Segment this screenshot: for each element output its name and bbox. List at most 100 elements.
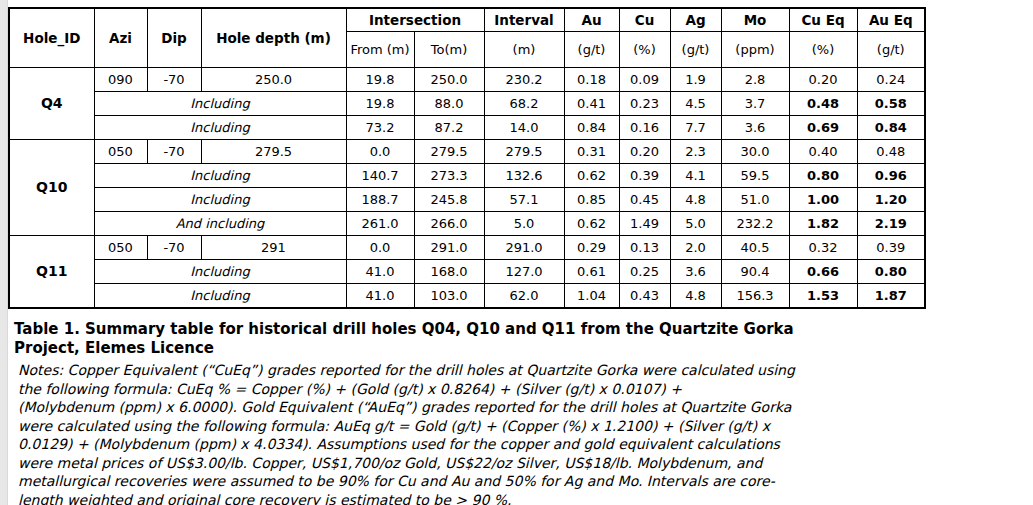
table-row: Q10050-70279.50.0279.5279.50.310.202.330… [9,140,925,164]
header-ag: Ag [670,8,721,32]
header-cu-unit: (%) [619,32,670,68]
caption-line: Table 1. Summary table for historical dr… [14,320,1028,339]
to-cell: 291.0 [414,236,484,260]
hole-depth-cell: 250.0 [201,68,346,92]
cueq-cell: 0.32 [789,236,857,260]
header-au: Au [564,8,619,32]
hole-id-cell: Q4 [9,68,94,140]
interval-cell: 5.0 [484,212,564,236]
table-row: Q4090-70250.019.8250.0230.20.180.091.92.… [9,68,925,92]
cu-cell: 0.45 [619,188,670,212]
cueq-cell: 0.40 [789,140,857,164]
mo-cell: 51.0 [721,188,789,212]
header-row-1: Hole_ID Azi Dip Hole depth (m) Intersect… [9,8,925,32]
cueq-cell: 0.80 [789,164,857,188]
au-cell: 0.41 [564,92,619,116]
cueq-cell: 1.82 [789,212,857,236]
including-label-cell: Including [94,116,346,140]
header-aueq: Au Eq [857,8,925,32]
header-to: To(m) [414,32,484,68]
to-cell: 273.3 [414,164,484,188]
aueq-cell: 0.24 [857,68,925,92]
hole-depth-cell: 291 [201,236,346,260]
cu-cell: 0.23 [619,92,670,116]
header-ag-unit: (g/t) [670,32,721,68]
aueq-cell: 0.96 [857,164,925,188]
table-caption: Table 1. Summary table for historical dr… [14,320,1028,358]
page-edge-strip [0,0,8,505]
hole-id-cell: Q11 [9,236,94,309]
aueq-cell: 0.58 [857,92,925,116]
azi-cell: 050 [94,140,147,164]
ag-cell: 4.8 [670,284,721,309]
notes-line: Notes: Copper Equivalent (“CuEq”) grades… [18,361,1028,380]
au-cell: 0.31 [564,140,619,164]
mo-cell: 232.2 [721,212,789,236]
interval-cell: 230.2 [484,68,564,92]
aueq-cell: 0.48 [857,140,925,164]
header-hole-id: Hole_ID [9,8,94,68]
from-cell: 73.2 [346,116,414,140]
including-label-cell: And including [94,212,346,236]
dip-cell: -70 [147,140,201,164]
cu-cell: 0.13 [619,236,670,260]
mo-cell: 2.8 [721,68,789,92]
table-row: Q11050-702910.0291.0291.00.290.132.040.5… [9,236,925,260]
au-cell: 0.29 [564,236,619,260]
header-mo: Mo [721,8,789,32]
table-notes: Notes: Copper Equivalent (“CuEq”) grades… [18,361,1028,505]
cueq-cell: 0.66 [789,260,857,284]
au-cell: 1.04 [564,284,619,309]
from-cell: 188.7 [346,188,414,212]
notes-line: were metal prices of US$3.00/lb. Copper,… [18,454,1028,473]
interval-cell: 62.0 [484,284,564,309]
drill-results-table: Hole_ID Azi Dip Hole depth (m) Intersect… [8,7,926,309]
mo-cell: 90.4 [721,260,789,284]
mo-cell: 3.7 [721,92,789,116]
including-label-cell: Including [94,260,346,284]
notes-line: metallurgical recoveries were assumed to… [18,472,1028,491]
table-row: Including41.0168.0127.00.610.253.690.40.… [9,260,925,284]
cueq-cell: 0.69 [789,116,857,140]
ag-cell: 4.5 [670,92,721,116]
interval-cell: 57.1 [484,188,564,212]
aueq-cell: 1.87 [857,284,925,309]
cu-cell: 0.16 [619,116,670,140]
interval-cell: 132.6 [484,164,564,188]
header-intersection: Intersection [346,8,484,32]
notes-line: the following formula: CuEq % = Copper (… [18,380,1028,399]
notes-line: length weighted and original core recove… [18,491,1028,505]
au-cell: 0.84 [564,116,619,140]
cu-cell: 0.39 [619,164,670,188]
header-aueq-unit: (g/t) [857,32,925,68]
header-azi: Azi [94,8,147,68]
ag-cell: 1.9 [670,68,721,92]
aueq-cell: 0.84 [857,116,925,140]
caption-line: Project, Elemes Licence [14,339,1028,358]
from-cell: 41.0 [346,260,414,284]
hole-depth-cell: 279.5 [201,140,346,164]
aueq-cell: 0.80 [857,260,925,284]
notes-line: 0.0129) + (Molybdenum (ppm) x 4.0334). A… [18,435,1028,454]
including-label-cell: Including [94,188,346,212]
azi-cell: 090 [94,68,147,92]
dip-cell: -70 [147,68,201,92]
ag-cell: 7.7 [670,116,721,140]
au-cell: 0.85 [564,188,619,212]
cueq-cell: 0.20 [789,68,857,92]
interval-cell: 127.0 [484,260,564,284]
to-cell: 279.5 [414,140,484,164]
table-row: And including261.0266.05.00.621.495.0232… [9,212,925,236]
notes-line: (Molybdenum (ppm) x 6.0000). Gold Equiva… [18,398,1028,417]
to-cell: 245.8 [414,188,484,212]
au-cell: 0.62 [564,212,619,236]
interval-cell: 291.0 [484,236,564,260]
au-cell: 0.62 [564,164,619,188]
including-label-cell: Including [94,284,346,309]
table-row: Including19.888.068.20.410.234.53.70.480… [9,92,925,116]
table-row: Including41.0103.062.01.040.434.8156.31.… [9,284,925,309]
header-cueq: Cu Eq [789,8,857,32]
from-cell: 41.0 [346,284,414,309]
header-au-unit: (g/t) [564,32,619,68]
header-hole-depth: Hole depth (m) [201,8,346,68]
